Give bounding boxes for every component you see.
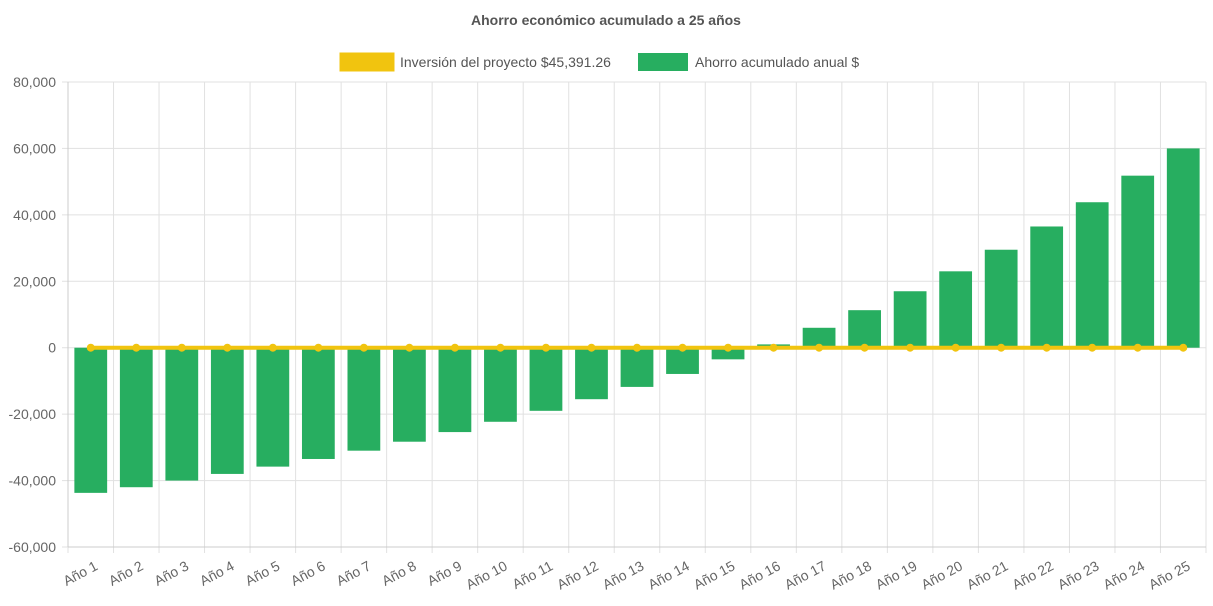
y-tick-label: 0: [48, 340, 56, 356]
x-tick-label: Año 24: [1100, 557, 1147, 592]
legend-swatch-savings: [638, 53, 688, 71]
investment-point-24[interactable]: [1133, 343, 1142, 352]
investment-point-5[interactable]: [268, 343, 277, 352]
bar-ahorro-15[interactable]: [711, 347, 745, 360]
grid: [62, 81, 1207, 553]
x-tick-label: Año 4: [197, 557, 237, 588]
investment-point-9[interactable]: [450, 343, 459, 352]
investment-point-12[interactable]: [587, 343, 596, 352]
investment-point-22[interactable]: [1042, 343, 1051, 352]
investment-point-4[interactable]: [223, 343, 232, 352]
investment-line: [86, 343, 1188, 352]
bars: [74, 148, 1200, 493]
y-tick-label: -60,000: [9, 539, 57, 555]
x-tick-label: Año 25: [1146, 557, 1193, 592]
bar-ahorro-21[interactable]: [984, 249, 1018, 348]
bar-ahorro-25[interactable]: [1166, 148, 1200, 348]
y-axis: 80,000 60,000 40,000 20,000 0 -20,000 -40,000 -…: [9, 74, 69, 555]
x-tick-label: Año 3: [151, 557, 191, 588]
x-tick-label: Año 16: [736, 557, 783, 592]
investment-point-8[interactable]: [405, 343, 414, 352]
bar-ahorro-24[interactable]: [1121, 175, 1155, 348]
investment-point-18[interactable]: [860, 343, 869, 352]
bar-ahorro-11[interactable]: [529, 347, 563, 411]
legend-label-investment: Inversión del proyecto $45,391.26: [400, 54, 611, 70]
investment-point-16[interactable]: [769, 343, 778, 352]
bar-ahorro-14[interactable]: [666, 347, 699, 374]
x-tick-label: Año 23: [1055, 557, 1102, 592]
x-tick-label: Año 19: [873, 557, 920, 592]
bar-ahorro-9[interactable]: [438, 347, 472, 433]
bar-ahorro-19[interactable]: [893, 291, 927, 348]
x-axis: Año 1 Año 2 Año 3 Año 4 Año 5 Año 6 Año 7 Año 8…: [60, 546, 1206, 592]
bar-ahorro-20[interactable]: [939, 271, 973, 348]
legend-label-savings: Ahorro acumulado anual $: [695, 54, 859, 70]
investment-point-11[interactable]: [541, 343, 550, 352]
investment-point-15[interactable]: [724, 343, 733, 352]
y-tick-label: 80,000: [13, 74, 56, 90]
x-tick-label: Año 20: [918, 557, 965, 592]
bar-ahorro-6[interactable]: [301, 347, 335, 459]
bar-ahorro-17[interactable]: [802, 327, 836, 348]
bar-ahorro-8[interactable]: [393, 347, 426, 442]
legend-item-savings[interactable]: Ahorro acumulado anual $: [638, 53, 859, 71]
x-tick-label: Año 1: [60, 557, 100, 588]
investment-point-13[interactable]: [633, 343, 641, 352]
x-tick-label: Año 11: [510, 557, 556, 592]
y-tick-label: 60,000: [13, 140, 56, 156]
bar-ahorro-1[interactable]: [74, 347, 108, 493]
investment-point-7[interactable]: [359, 343, 368, 352]
investment-point-10[interactable]: [496, 343, 505, 352]
investment-point-1[interactable]: [86, 343, 95, 352]
chart-title: Ahorro económico acumulado a 25 años: [471, 12, 741, 28]
investment-point-17[interactable]: [815, 343, 824, 352]
bar-ahorro-12[interactable]: [575, 347, 608, 400]
investment-point-6[interactable]: [314, 343, 323, 352]
x-tick-label: Año 5: [242, 557, 282, 588]
x-tick-label: Año 13: [600, 557, 647, 592]
y-tick-label: -40,000: [9, 473, 57, 489]
x-tick-label: Año 12: [554, 557, 601, 592]
x-tick-label: Año 8: [379, 557, 419, 588]
bar-ahorro-4[interactable]: [210, 347, 244, 474]
bar-ahorro-13[interactable]: [620, 347, 654, 387]
bar-ahorro-23[interactable]: [1075, 202, 1109, 348]
y-tick-label: -20,000: [9, 406, 57, 422]
bar-ahorro-10[interactable]: [484, 347, 517, 422]
investment-point-21[interactable]: [997, 343, 1006, 352]
bar-ahorro-18[interactable]: [848, 310, 881, 348]
bar-ahorro-22[interactable]: [1030, 226, 1064, 348]
x-tick-label: Año 6: [288, 557, 328, 588]
legend: Inversión del proyecto $45,391.26 Ahorro…: [339, 52, 859, 72]
x-tick-label: Año 9: [425, 557, 465, 588]
x-tick-label: Año 7: [333, 557, 373, 588]
investment-point-2[interactable]: [132, 343, 141, 352]
x-tick-label: Año 18: [827, 557, 874, 592]
y-tick-label: 40,000: [13, 207, 56, 223]
investment-point-19[interactable]: [906, 343, 915, 352]
legend-swatch-investment: [339, 52, 395, 72]
bar-ahorro-5[interactable]: [256, 347, 290, 467]
investment-point-14[interactable]: [678, 343, 687, 352]
bar-ahorro-2[interactable]: [119, 347, 153, 488]
investment-point-23[interactable]: [1088, 343, 1097, 352]
y-tick-label: 20,000: [13, 273, 56, 289]
x-tick-label: Año 22: [1009, 557, 1056, 592]
investment-point-3[interactable]: [177, 343, 186, 352]
x-tick-label: Año 21: [964, 557, 1011, 592]
x-tick-label: Año 2: [106, 557, 146, 588]
bar-ahorro-3[interactable]: [165, 347, 199, 481]
x-tick-label: Año 17: [782, 557, 829, 592]
investment-point-25[interactable]: [1179, 343, 1188, 352]
legend-item-investment[interactable]: Inversión del proyecto $45,391.26: [339, 52, 611, 72]
bar-ahorro-7[interactable]: [347, 347, 381, 451]
investment-point-20[interactable]: [951, 343, 960, 352]
x-tick-label: Año 15: [691, 557, 738, 592]
x-tick-label: Año 10: [463, 557, 510, 592]
x-tick-label: Año 14: [645, 557, 692, 592]
